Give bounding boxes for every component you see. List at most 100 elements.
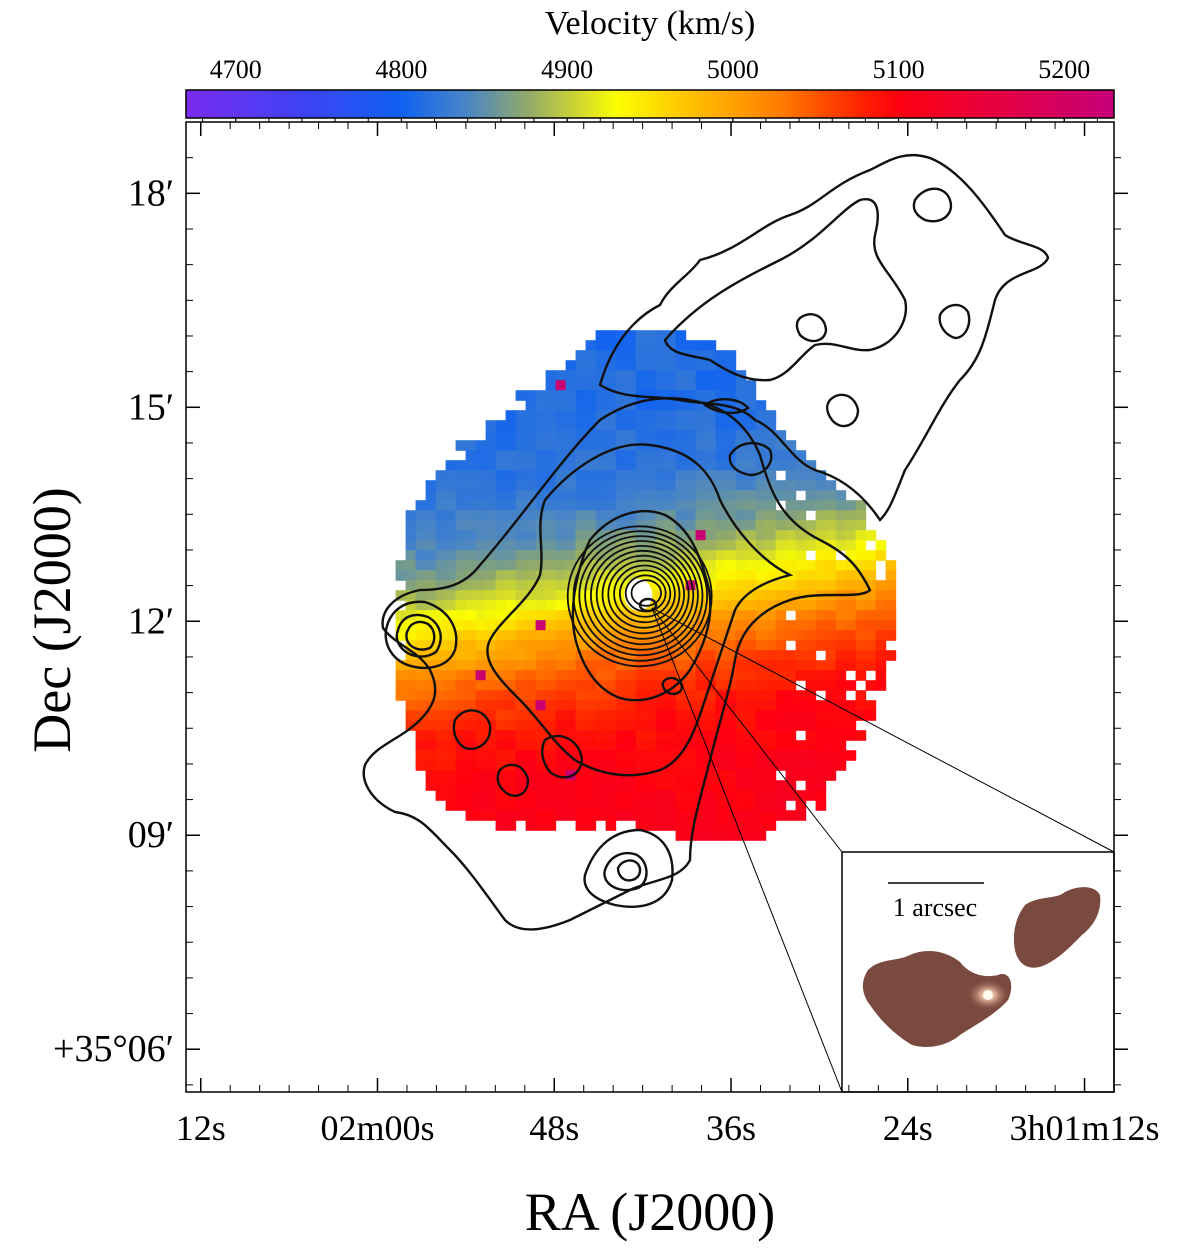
velocity-pixel <box>595 340 607 351</box>
velocity-pixel <box>815 660 827 671</box>
velocity-pixel <box>725 730 737 741</box>
velocity-pixel <box>665 820 677 831</box>
velocity-pixel <box>545 410 557 421</box>
velocity-pixel <box>685 560 697 571</box>
velocity-pixel <box>705 360 717 371</box>
velocity-pixel <box>775 570 787 581</box>
velocity-pixel <box>575 790 587 801</box>
velocity-pixel <box>795 570 807 581</box>
velocity-pixel <box>465 470 477 481</box>
velocity-pixel <box>545 690 557 701</box>
velocity-pixel <box>885 570 897 581</box>
velocity-pixel <box>475 700 487 711</box>
velocity-pixel <box>665 450 677 461</box>
velocity-pixel <box>525 500 537 511</box>
velocity-pixel <box>505 550 517 561</box>
core-contour-ring <box>613 564 676 624</box>
velocity-pixel <box>425 770 437 781</box>
velocity-pixel <box>855 530 867 541</box>
velocity-pixel <box>455 780 467 791</box>
velocity-pixel <box>405 560 417 571</box>
velocity-pixel <box>725 560 737 571</box>
velocity-pixel <box>585 440 597 451</box>
velocity-pixel <box>455 650 467 661</box>
velocity-pixel <box>735 690 747 701</box>
velocity-pixel <box>485 670 497 681</box>
velocity-pixel <box>705 570 717 581</box>
velocity-pixel <box>795 790 807 801</box>
velocity-pixel <box>565 450 577 461</box>
velocity-pixel <box>825 570 837 581</box>
velocity-pixel <box>525 810 537 821</box>
velocity-pixel <box>405 700 417 711</box>
velocity-pixel <box>595 400 607 411</box>
velocity-pixel <box>435 580 447 591</box>
velocity-pixel <box>425 590 437 601</box>
velocity-pixel <box>785 650 797 661</box>
velocity-pixel <box>775 490 787 501</box>
velocity-pixel <box>425 760 437 771</box>
velocity-pixel <box>715 600 727 611</box>
velocity-pixel <box>555 790 567 801</box>
velocity-pixel <box>635 470 647 481</box>
velocity-pixel <box>505 590 517 601</box>
core-blank <box>624 578 653 611</box>
velocity-pixel <box>485 470 497 481</box>
velocity-pixel <box>655 760 667 771</box>
velocity-pixel <box>765 790 777 801</box>
velocity-pixel <box>685 470 697 481</box>
velocity-pixel <box>835 690 847 701</box>
velocity-pixel <box>505 810 517 821</box>
velocity-pixel <box>465 760 477 771</box>
velocity-pixel <box>645 470 657 481</box>
velocity-pixel <box>715 520 727 531</box>
velocity-pixel <box>475 780 487 791</box>
velocity-pixel <box>505 800 517 811</box>
velocity-pixel <box>745 600 757 611</box>
velocity-pixel <box>605 360 617 371</box>
velocity-pixel <box>685 490 697 501</box>
velocity-pixel <box>505 480 517 491</box>
velocity-pixel <box>825 610 837 621</box>
velocity-pixel <box>415 730 427 741</box>
velocity-pixel <box>565 410 577 421</box>
velocity-pixel <box>755 740 767 751</box>
velocity-pixel <box>865 710 877 721</box>
velocity-pixel <box>595 390 607 401</box>
velocity-pixel <box>625 480 637 491</box>
contour-small-2 <box>702 398 750 415</box>
velocity-pixel <box>475 570 487 581</box>
velocity-pixel <box>465 670 477 681</box>
velocity-pixel <box>865 680 877 691</box>
velocity-pixel <box>755 800 767 811</box>
velocity-pixel <box>645 770 657 781</box>
velocity-pixel <box>455 630 467 641</box>
velocity-pixel <box>635 640 647 651</box>
velocity-pixel <box>535 670 547 681</box>
velocity-pixel <box>775 550 787 561</box>
velocity-pixel <box>725 810 737 821</box>
velocity-pixel <box>725 630 737 641</box>
velocity-pixel <box>855 660 867 671</box>
velocity-pixel <box>585 350 597 361</box>
velocity-pixel <box>695 630 707 641</box>
velocity-pixel <box>855 600 867 611</box>
velocity-pixel <box>535 660 547 671</box>
velocity-pixel <box>765 760 777 771</box>
velocity-pixel <box>815 530 827 541</box>
velocity-pixel <box>875 640 887 651</box>
velocity-pixel <box>745 440 757 451</box>
velocity-pixel <box>395 610 407 621</box>
velocity-pixel <box>845 750 857 761</box>
velocity-pixel <box>775 750 787 761</box>
velocity-pixel <box>495 630 507 641</box>
velocity-pixel <box>505 560 517 571</box>
velocity-pixel <box>835 700 847 711</box>
velocity-pixel <box>745 610 757 621</box>
velocity-pixel <box>645 330 657 341</box>
velocity-pixel <box>445 640 457 651</box>
velocity-pixel <box>635 820 647 831</box>
velocity-pixel <box>665 400 677 411</box>
velocity-pixel <box>725 520 737 531</box>
velocity-pixel <box>525 670 537 681</box>
